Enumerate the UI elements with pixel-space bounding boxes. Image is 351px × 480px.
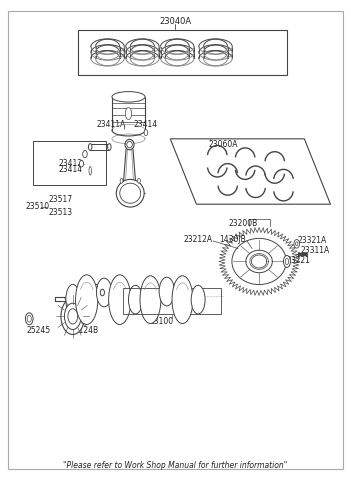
Ellipse shape	[88, 144, 92, 150]
Ellipse shape	[140, 276, 161, 324]
Ellipse shape	[27, 315, 31, 322]
Text: 1430JB: 1430JB	[220, 235, 246, 243]
Ellipse shape	[66, 284, 80, 315]
Ellipse shape	[125, 139, 134, 150]
Text: 23040A: 23040A	[159, 17, 192, 26]
Bar	[78, 30, 287, 75]
Text: 23513: 23513	[48, 208, 73, 217]
Ellipse shape	[138, 179, 140, 183]
Text: 1453AC: 1453AC	[80, 284, 110, 293]
Ellipse shape	[89, 167, 91, 175]
Ellipse shape	[285, 258, 289, 264]
Ellipse shape	[61, 298, 85, 335]
Text: 23124B: 23124B	[69, 326, 98, 335]
Ellipse shape	[128, 285, 143, 314]
Ellipse shape	[108, 144, 111, 150]
Text: 25245: 25245	[26, 326, 51, 335]
Ellipse shape	[120, 183, 141, 203]
Ellipse shape	[68, 309, 78, 324]
Ellipse shape	[191, 285, 205, 314]
Ellipse shape	[75, 275, 98, 324]
Ellipse shape	[120, 179, 123, 183]
Text: 23311A: 23311A	[300, 246, 330, 255]
Text: 23412: 23412	[59, 159, 83, 168]
Ellipse shape	[112, 92, 145, 102]
Ellipse shape	[83, 151, 87, 157]
Polygon shape	[170, 139, 330, 204]
Ellipse shape	[97, 278, 112, 307]
Ellipse shape	[159, 277, 174, 306]
Text: 23411A: 23411A	[97, 120, 126, 129]
Text: 23414: 23414	[134, 120, 158, 129]
Text: 23100: 23100	[150, 317, 174, 325]
Ellipse shape	[65, 303, 81, 329]
Ellipse shape	[125, 108, 132, 120]
Ellipse shape	[144, 130, 148, 136]
Ellipse shape	[100, 289, 105, 296]
Ellipse shape	[25, 313, 33, 324]
Text: 23517: 23517	[48, 195, 73, 204]
Text: 23221: 23221	[286, 256, 310, 265]
Text: 23510: 23510	[25, 202, 49, 211]
Ellipse shape	[109, 275, 131, 324]
Ellipse shape	[284, 255, 290, 267]
Text: "Please refer to Work Shop Manual for further information": "Please refer to Work Shop Manual for fu…	[64, 461, 287, 470]
Text: 23321A: 23321A	[297, 237, 327, 245]
Ellipse shape	[294, 240, 299, 248]
Text: 23212A: 23212A	[184, 235, 213, 243]
Text: 23414: 23414	[59, 165, 83, 174]
Ellipse shape	[172, 276, 193, 324]
Text: 23060A: 23060A	[208, 140, 238, 149]
Ellipse shape	[127, 141, 132, 148]
Text: 1430JH: 1430JH	[178, 302, 205, 312]
Text: 23200B: 23200B	[229, 219, 258, 228]
Ellipse shape	[79, 160, 84, 167]
Ellipse shape	[296, 242, 298, 246]
Ellipse shape	[116, 180, 144, 207]
